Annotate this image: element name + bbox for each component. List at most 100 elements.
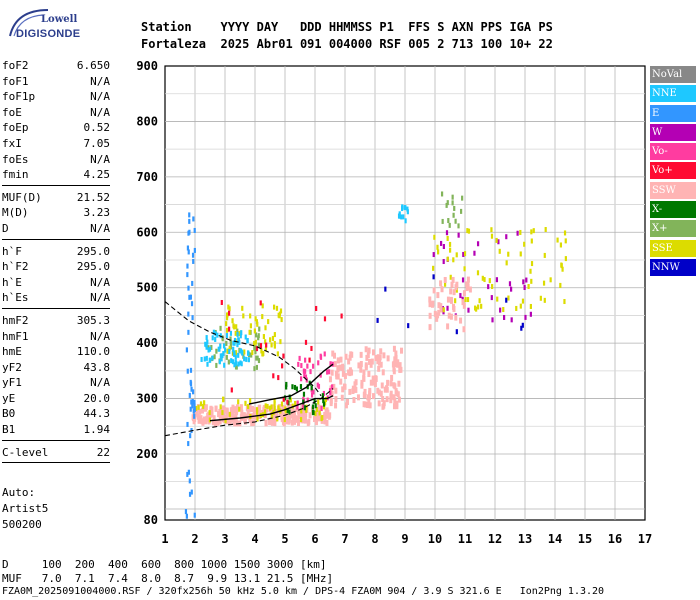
echo-point (454, 284, 458, 291)
echo-point (459, 208, 463, 214)
echo-point (243, 356, 246, 362)
echo-point (191, 252, 195, 258)
echo-point (432, 274, 435, 280)
echo-point (439, 280, 443, 287)
echo-point (367, 396, 371, 403)
echo-point (381, 369, 385, 376)
echo-point (377, 400, 381, 407)
echo-point (459, 317, 463, 324)
echo-point (394, 350, 398, 357)
param-value: N/A (90, 291, 110, 305)
echo-point (306, 397, 309, 403)
echo-point (330, 390, 334, 397)
echo-point (254, 345, 257, 351)
echo-point (208, 357, 211, 363)
echo-point (333, 361, 337, 368)
echo-point (288, 394, 291, 400)
logo-line1: Lowell (41, 14, 78, 25)
param-row: yE 20.0 (2, 391, 110, 407)
echo-point (368, 402, 372, 409)
param-name: fmin (2, 168, 29, 182)
echo-point (428, 312, 432, 319)
echo-point (447, 218, 450, 224)
echo-point (205, 415, 209, 422)
param-value: 295.0 (76, 260, 110, 274)
echo-point (187, 249, 190, 255)
legend-item: W (650, 123, 696, 141)
legend-item: NNW (650, 258, 696, 276)
echo-point (257, 335, 260, 341)
echo-point (436, 249, 440, 255)
echo-point (287, 417, 291, 424)
echo-point (190, 399, 193, 405)
echo-point (341, 370, 345, 377)
echo-point (329, 390, 332, 396)
param-value: N/A (90, 90, 110, 104)
echo-point (368, 387, 372, 394)
echo-point (311, 406, 315, 413)
echo-point (191, 280, 194, 286)
echo-point (293, 409, 297, 416)
param-name: D (2, 221, 9, 235)
echo-point (272, 304, 276, 310)
echo-point (256, 409, 259, 415)
echo-point (454, 314, 458, 321)
param-separator (2, 238, 110, 240)
echo-point (391, 361, 395, 368)
echo-point (402, 214, 405, 220)
echo-point (213, 354, 216, 360)
echo-point (379, 348, 383, 355)
echo-point (312, 416, 316, 423)
echo-point (505, 234, 508, 240)
echo-point (193, 413, 196, 419)
echo-point (495, 277, 499, 283)
echo-point (362, 392, 366, 399)
echo-point (304, 357, 307, 363)
echo-point (253, 328, 256, 334)
x-tick-label: 17 (638, 532, 652, 546)
echo-point (267, 319, 270, 325)
param-value: 3.23 (83, 206, 111, 220)
echo-point (446, 200, 449, 206)
param-name: hmE (2, 345, 22, 359)
echo-point (524, 314, 527, 320)
echo-point (185, 513, 188, 519)
echo-point (432, 287, 436, 294)
echo-point (449, 288, 453, 295)
echo-point (392, 365, 396, 372)
x-trace-line (248, 363, 334, 405)
param-value: 20.0 (83, 391, 111, 405)
echo-point (234, 360, 238, 366)
param-value: N/A (90, 152, 110, 166)
param-row: foEp 0.52 (2, 120, 110, 136)
echo-point (340, 313, 343, 319)
echo-point (564, 256, 567, 262)
echo-point (257, 405, 261, 412)
echo-point (317, 360, 320, 366)
echo-point (227, 359, 230, 365)
echo-point (556, 237, 559, 243)
echo-point (239, 404, 243, 411)
echo-point (483, 277, 486, 283)
echo-point (539, 295, 542, 301)
echo-point (260, 348, 263, 354)
param-name: C-level (2, 445, 49, 459)
echo-point (454, 298, 457, 304)
y-tick-label: 400 (136, 336, 158, 350)
echo-point (213, 420, 217, 427)
echo-point (291, 384, 294, 390)
echo-point (382, 352, 386, 359)
echo-point (374, 375, 378, 382)
echo-point (190, 386, 193, 392)
echo-point (265, 406, 269, 413)
echo-point (527, 284, 530, 290)
echo-point (253, 366, 256, 372)
echo-point (192, 408, 195, 414)
echo-point (348, 354, 352, 361)
echo-point (191, 398, 194, 404)
polarization-legend: NoVal NNE E W Vo- Vo+ SSW X- X+ SSE NNW (650, 66, 696, 278)
x-tick-label: 6 (311, 532, 318, 546)
echo-point (441, 218, 444, 224)
echo-point (530, 238, 533, 244)
param-value: N/A (90, 221, 110, 235)
